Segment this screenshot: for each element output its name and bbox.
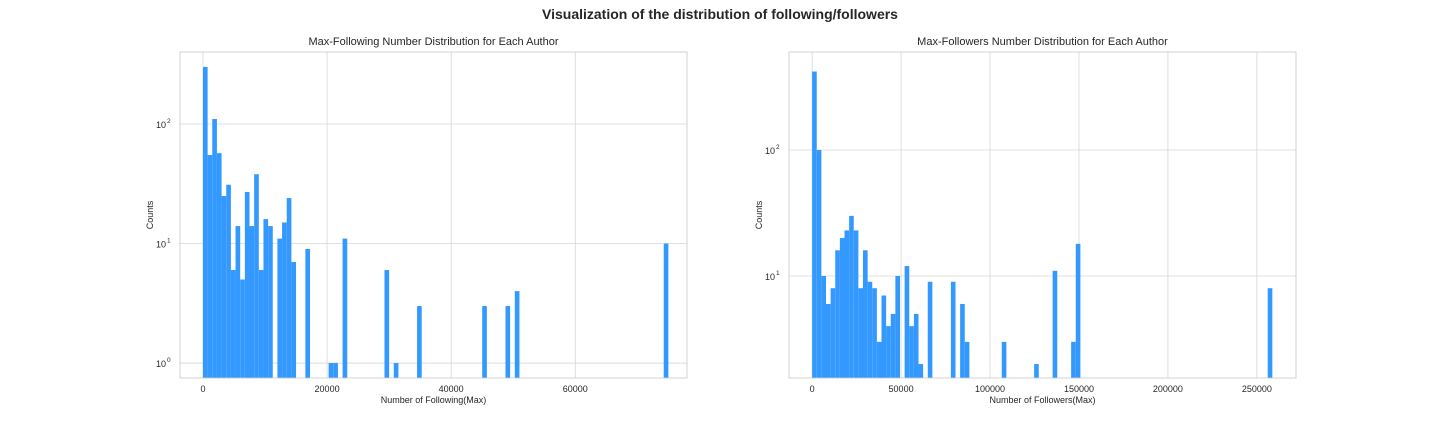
histogram-bar [1075, 243, 1081, 378]
histogram-bar [417, 306, 422, 378]
x-tick-label: 0 [810, 384, 815, 394]
following-chart-title: Max-Following Number Distribution for Ea… [308, 36, 558, 48]
histogram-bar [226, 184, 231, 378]
followers-chart-title: Max-Followers Number Distribution for Ea… [917, 36, 1168, 48]
followers-y-axis-label: Counts [754, 200, 764, 229]
histogram-bar [849, 215, 854, 378]
histogram-bar [249, 226, 255, 378]
followers-x-axis-label: Number of Followers(Max) [989, 395, 1095, 405]
histogram-bar [816, 150, 822, 378]
histogram-bar [277, 238, 283, 378]
histogram-bar [333, 363, 338, 378]
histogram-bar [202, 66, 208, 378]
x-tick-label: 60000 [563, 384, 588, 394]
histogram-bar [960, 303, 965, 378]
histogram-bar [482, 306, 487, 378]
histogram-bar [207, 155, 213, 378]
y-tick-exponent: 1 [167, 238, 171, 245]
y-tick-exponent: 0 [167, 357, 171, 364]
y-tick-exponent: 1 [776, 270, 780, 277]
y-tick-label: 10 [156, 359, 166, 369]
plot-frame [788, 51, 1297, 379]
x-tick-label: 40000 [439, 384, 464, 394]
histogram-bar [254, 174, 259, 378]
x-tick-label: 250000 [1242, 384, 1272, 394]
plot-frame [179, 51, 688, 379]
histogram-bar [263, 219, 269, 378]
histogram-bar [1071, 341, 1076, 378]
histogram-bar [904, 266, 910, 378]
histogram-bar [505, 306, 511, 378]
histogram-bar [895, 276, 901, 378]
histogram-bar [821, 276, 827, 378]
histogram-bar [867, 281, 873, 378]
histogram-bar [286, 198, 292, 378]
histogram-bar [844, 230, 850, 378]
histogram-bar [909, 326, 914, 378]
histogram-bar [812, 71, 817, 379]
x-tick-label: 150000 [1064, 384, 1094, 394]
histogram-bar [1001, 341, 1007, 378]
histogram-bar [305, 248, 311, 378]
y-tick-label: 10 [156, 240, 166, 250]
histogram-bar [230, 270, 236, 378]
histogram-bar [913, 313, 919, 378]
y-tick-label: 10 [765, 272, 775, 282]
y-tick-label: 10 [156, 120, 166, 130]
following-x-axis-label: Number of Following(Max) [381, 395, 487, 405]
histogram-bar [384, 270, 390, 378]
histogram-bar [830, 288, 836, 378]
following-y-axis-label: Counts [145, 200, 155, 229]
histogram-bar [244, 191, 250, 378]
histogram-bar [240, 279, 245, 378]
histogram-bar [268, 226, 273, 378]
x-tick-label: 50000 [889, 384, 914, 394]
histogram-bar [216, 153, 222, 378]
histogram-bar [663, 243, 669, 378]
histogram-bar [826, 303, 831, 378]
histogram-bar [881, 295, 887, 378]
histogram-bar [1052, 270, 1058, 378]
histogram-bar [853, 230, 859, 378]
histogram-bar [1267, 288, 1273, 378]
histogram-bar [235, 226, 241, 378]
histogram-bar [342, 238, 348, 378]
histogram-bar [876, 341, 882, 378]
histogram-bar [835, 250, 840, 378]
histogram-bar [328, 363, 334, 378]
histogram-bar [863, 250, 868, 378]
histogram-bar [258, 270, 264, 378]
histogram-bar [1034, 364, 1039, 378]
histogram-bar [514, 291, 520, 378]
y-tick-label: 10 [765, 146, 775, 156]
histogram-bar [858, 288, 864, 378]
histogram-bar [221, 195, 227, 378]
y-tick-exponent: 2 [776, 144, 780, 151]
y-tick-exponent: 2 [167, 118, 171, 125]
histogram-bar [886, 326, 891, 378]
histogram-bar [872, 288, 877, 378]
histogram-bar [950, 281, 956, 378]
histogram-bar [839, 238, 845, 378]
x-tick-label: 200000 [1153, 384, 1183, 394]
histogram-bar [212, 119, 217, 378]
figure-title: Visualization of the distribution of fol… [542, 6, 898, 22]
histogram-bar [291, 262, 297, 378]
histogram-bar [964, 341, 970, 378]
x-tick-label: 0 [200, 384, 205, 394]
histogram-bar [918, 364, 924, 378]
histogram-bar [282, 222, 287, 378]
histogram-bar [890, 313, 896, 378]
histogram-bar [393, 363, 399, 378]
histogram-bar [927, 281, 933, 378]
x-tick-label: 100000 [975, 384, 1005, 394]
x-tick-label: 20000 [315, 384, 340, 394]
